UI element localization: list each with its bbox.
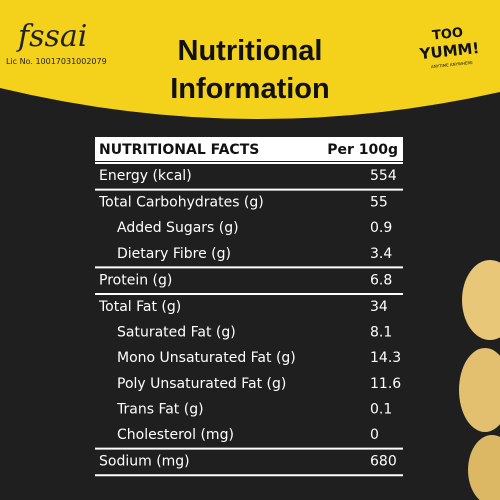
row-label: Dietary Fibre (g)	[117, 246, 231, 262]
row-label: Cholesterol (mg)	[117, 427, 234, 443]
row-value: 0.9	[370, 220, 392, 236]
row-value: 3.4	[370, 246, 392, 262]
header-cell: Per 100g	[327, 142, 398, 158]
row-label: Trans Fat (g)	[116, 401, 204, 417]
tagline: ANYTIME ANYWHERE	[431, 60, 474, 69]
license: Lic No. 10017031002079	[6, 57, 107, 66]
row-value: 6.8	[370, 272, 392, 288]
row-value: 34	[370, 299, 388, 315]
row-label: Energy (kcal)	[99, 168, 192, 184]
brand: TOO	[431, 25, 463, 43]
header-cell: NUTRITIONAL FACTS	[99, 142, 259, 158]
row-value: 8.1	[370, 325, 392, 341]
row-label: Sodium (mg)	[99, 454, 190, 470]
row-value: 55	[370, 195, 388, 211]
row-value: 0	[370, 427, 379, 443]
table-body: Energy (kcal) 554 Total Carbohydrates (g) 5…	[95, 162, 403, 477]
row-label: Total Carbohydrates (g)	[98, 195, 264, 211]
row-label: Poly Unsaturated Fat (g)	[117, 376, 286, 392]
fssai-logo: fssai	[16, 19, 87, 54]
chip	[459, 348, 500, 432]
row-value: 0.1	[370, 401, 392, 417]
row-label: Total Fat (g)	[98, 299, 181, 315]
title: Information	[170, 73, 330, 105]
chip	[468, 435, 500, 500]
chip	[462, 260, 500, 340]
row-value: 554	[370, 168, 397, 184]
row-label: Added Sugars (g)	[117, 220, 239, 236]
row-label: Mono Unsaturated Fat (g)	[117, 350, 296, 366]
table-header	[95, 137, 403, 161]
row-value: 11.6	[370, 376, 401, 392]
row-value: 680	[370, 454, 397, 470]
yellow-banner	[0, 0, 500, 120]
title: Nutritional	[178, 35, 323, 67]
row-label: Protein (g)	[99, 272, 172, 288]
row-label: Saturated Fat (g)	[117, 325, 236, 341]
row-value: 14.3	[370, 350, 401, 366]
